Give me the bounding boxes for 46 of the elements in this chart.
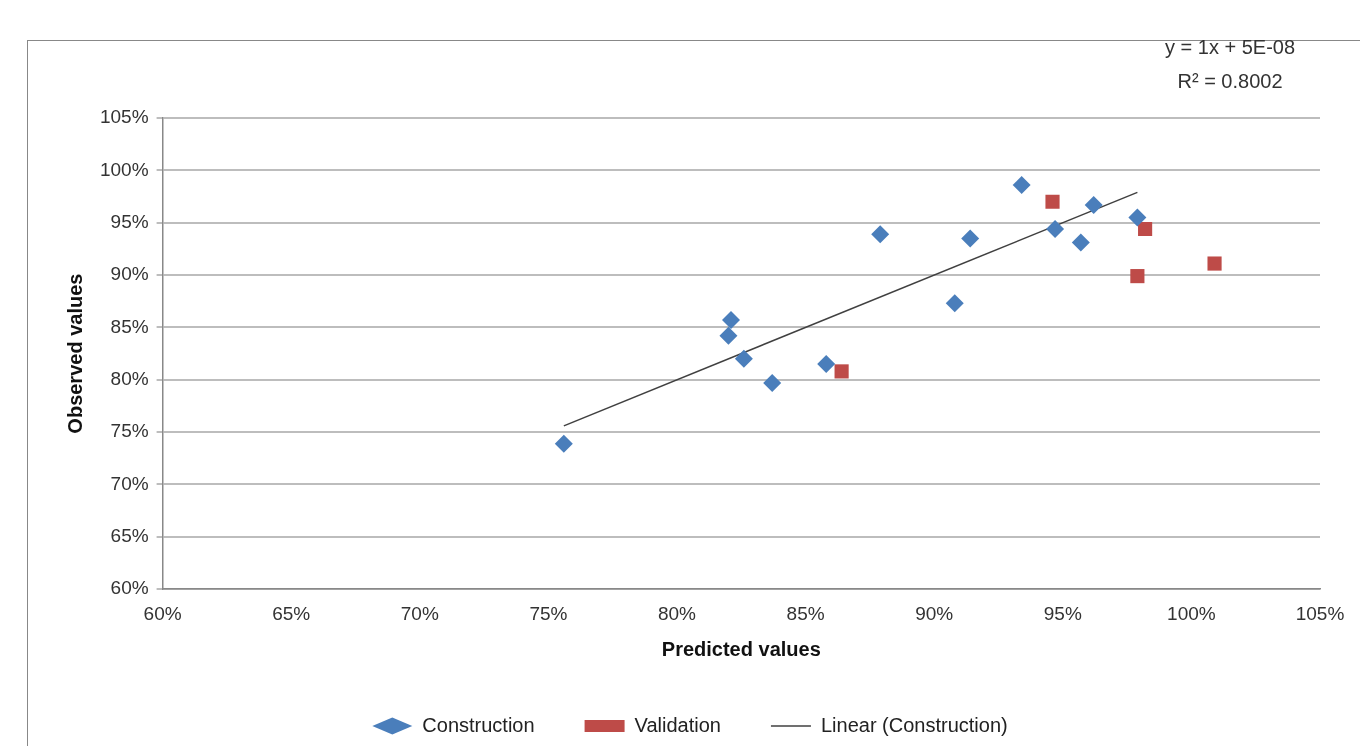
point — [1045, 194, 1060, 209]
x-tick-label: 80% — [657, 602, 697, 624]
y-tick-label: 65% — [110, 525, 149, 547]
point — [1128, 208, 1147, 227]
x-tick-label: 105% — [1295, 602, 1345, 624]
point — [1012, 176, 1031, 195]
point — [719, 326, 738, 345]
x-axis-title: Predicted values — [661, 637, 821, 660]
legend-label: Construction — [422, 713, 535, 736]
x-tick-label: 100% — [1167, 602, 1216, 624]
point — [1046, 219, 1065, 238]
y-tick-label: 70% — [110, 472, 149, 494]
legend-label: Validation — [634, 713, 721, 736]
y-tick-label: 60% — [110, 577, 149, 599]
point — [961, 229, 980, 248]
point — [945, 294, 964, 313]
x-tick-label: 95% — [1043, 602, 1082, 624]
x-tick-label: 60% — [143, 602, 182, 624]
point — [1130, 269, 1145, 284]
point — [834, 364, 849, 379]
point — [1084, 195, 1103, 214]
point — [734, 349, 753, 368]
x-tick-label: 90% — [915, 602, 954, 624]
point — [1071, 233, 1090, 252]
point — [1207, 256, 1222, 271]
y-tick-label: 80% — [110, 368, 149, 390]
x-tick-label: 75% — [529, 602, 568, 624]
y-tick-label: 85% — [110, 315, 149, 337]
point — [722, 311, 741, 330]
point — [1138, 221, 1153, 237]
legend-label: Linear (Construction) — [820, 713, 1008, 736]
x-tick-label: 65% — [272, 602, 311, 624]
y-tick-label: 75% — [110, 420, 149, 442]
point — [871, 225, 890, 244]
x-tick-label: 85% — [786, 602, 825, 624]
y-axis-title: Observed values — [63, 273, 86, 434]
point — [554, 434, 573, 453]
y-tick-label: 100% — [99, 158, 149, 180]
point — [817, 355, 836, 374]
point — [763, 373, 782, 392]
y-tick-label: 90% — [110, 263, 149, 285]
text: R² = 0.8002 — [1177, 69, 1283, 92]
text: y = 1x + 5E-08 — [1164, 35, 1296, 58]
y-tick-label: 95% — [110, 210, 149, 232]
x-tick-label: 70% — [400, 602, 439, 624]
y-tick-label: 105% — [99, 106, 149, 128]
